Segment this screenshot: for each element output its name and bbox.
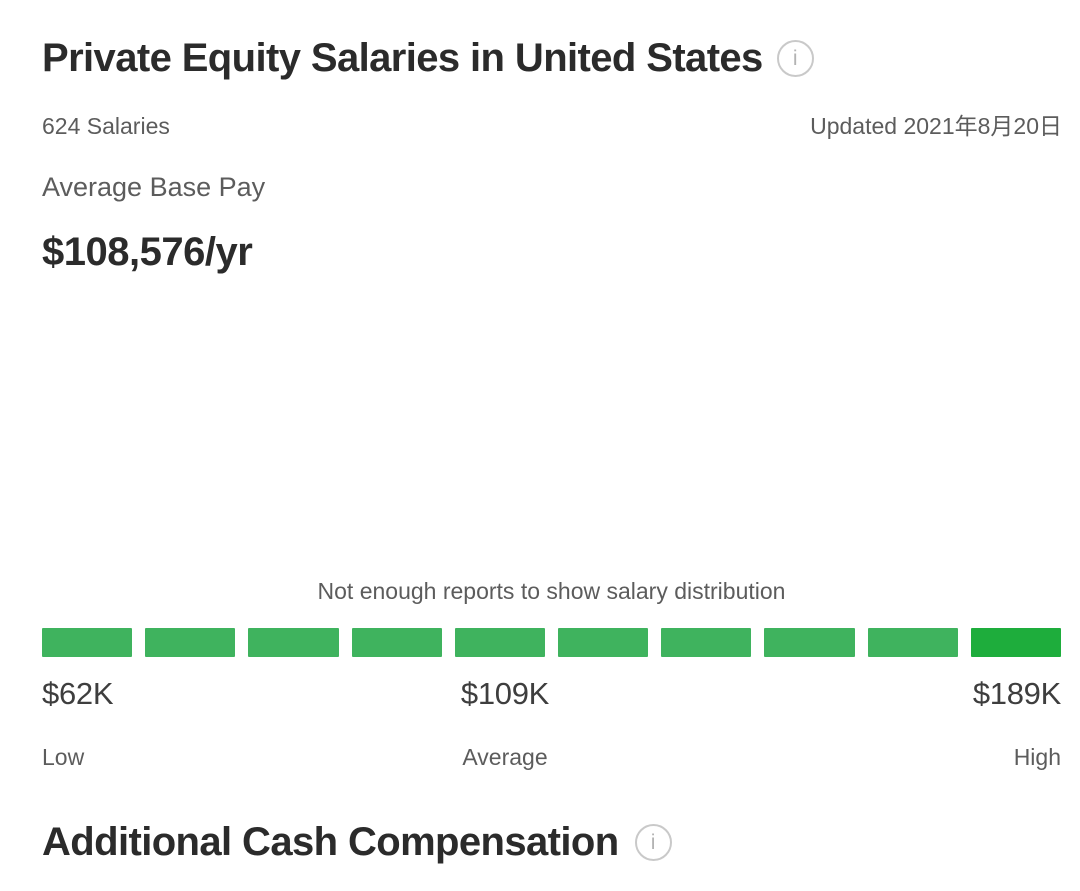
range-low-value: $62K [42, 676, 114, 711]
bar-segment [867, 628, 958, 657]
range-high-value: $189K [972, 676, 1061, 711]
bar-segment [558, 628, 649, 657]
additional-section-title: Additional Cash Compensation [42, 820, 619, 864]
updated-date: Updated 2021年8月20日 [810, 113, 1062, 139]
range-low: $62K Low [42, 676, 114, 771]
bar-segment [145, 628, 236, 657]
page-title: Private Equity Salaries in United States [42, 36, 763, 80]
bar-segment [248, 628, 339, 657]
range-average-value: $109K [460, 676, 550, 711]
info-icon[interactable]: i [776, 39, 814, 77]
salary-range-labels: $62K Low $109K Average $189K High [42, 676, 1061, 776]
additional-section-header: Additional Cash Compensation i [42, 817, 1062, 867]
range-average: $109K Average [455, 676, 555, 771]
bar-segment [454, 628, 546, 657]
average-base-pay-value: $108,576/yr [42, 230, 253, 274]
bar-segment [764, 628, 855, 657]
bar-segment [661, 628, 752, 657]
distribution-bar [42, 628, 1062, 657]
page-header: Private Equity Salaries in United States… [42, 33, 1062, 83]
range-high-label: High [1013, 744, 1061, 770]
average-base-pay-label: Average Base Pay [42, 172, 266, 202]
range-high: $189K High [973, 676, 1061, 771]
range-low-label: Low [42, 744, 85, 770]
distribution-note: Not enough reports to show salary distri… [317, 578, 786, 604]
bar-segment [970, 628, 1062, 657]
info-icon[interactable]: i [634, 823, 672, 861]
bar-segment [42, 628, 133, 657]
range-average-label: Average [462, 744, 548, 770]
meta-row: 624 Salaries Updated 2021年8月20日 [42, 112, 1062, 140]
bar-segment [351, 628, 442, 657]
salaries-count: 624 Salaries [42, 113, 170, 139]
